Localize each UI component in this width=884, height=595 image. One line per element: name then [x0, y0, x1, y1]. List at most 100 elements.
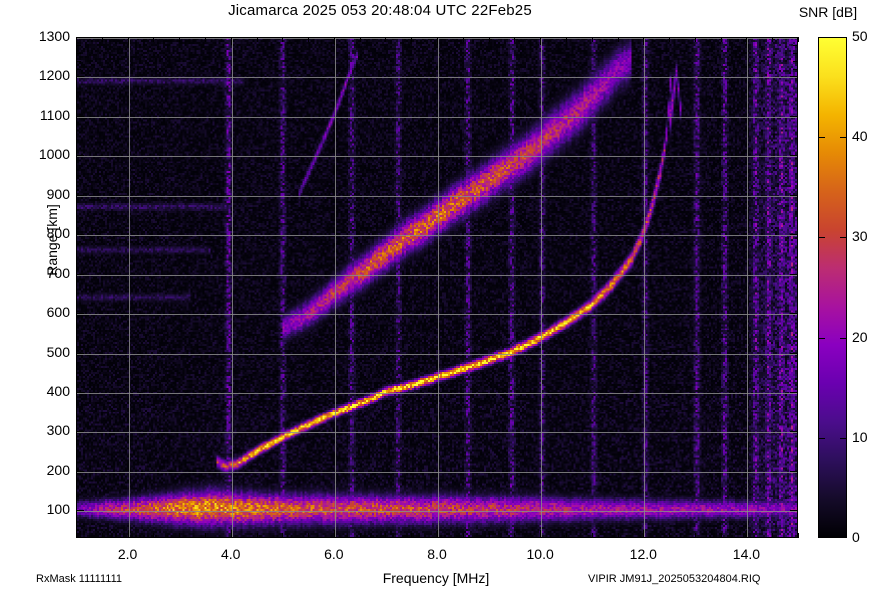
y-tick-label: 900 — [46, 185, 70, 202]
ytick-major — [76, 470, 84, 472]
ytick-major-right — [790, 470, 798, 472]
x-tick-label: 8.0 — [427, 546, 447, 562]
xtick-minor-top — [669, 37, 671, 42]
xtick-major-top — [643, 37, 645, 45]
xtick-minor-top — [720, 37, 722, 42]
xtick-major-top — [437, 37, 438, 45]
y-tick-label: 1300 — [38, 28, 70, 44]
xtick-minor-top — [153, 37, 155, 42]
x-tick-label: 2.0 — [117, 546, 138, 562]
xtick-minor — [385, 533, 387, 538]
ytick-major — [76, 194, 84, 196]
xtick-minor-top — [101, 37, 103, 42]
xtick-minor — [488, 533, 490, 538]
xtick-major-top — [333, 37, 335, 45]
xtick-minor-top — [514, 37, 516, 42]
xtick-minor — [591, 533, 593, 538]
ytick-minor — [76, 60, 81, 62]
y-tick-label: 1200 — [38, 67, 70, 84]
colorbar-tick-label: 10 — [852, 428, 868, 445]
xtick-minor — [308, 533, 310, 538]
xtick-major — [437, 530, 438, 538]
ionogram-plot-area[interactable] — [76, 37, 798, 538]
xtick-minor-top — [76, 37, 77, 42]
y-tick-label: 700 — [46, 264, 70, 281]
colorbar-tick-label: 0 — [852, 529, 860, 545]
xtick-minor — [514, 533, 516, 538]
xtick-major-top — [127, 37, 129, 45]
ytick-minor — [76, 37, 81, 38]
y-tick-label: 1000 — [38, 146, 70, 163]
xtick-major-top — [540, 37, 542, 45]
ytick-major — [76, 155, 84, 157]
xtick-major-top — [746, 37, 748, 45]
ytick-major — [76, 510, 84, 512]
colorbar-tick-label: 20 — [852, 328, 868, 345]
xtick-minor-top — [179, 37, 181, 42]
xtick-major — [643, 530, 645, 538]
colorbar[interactable] — [818, 37, 847, 538]
xtick-minor — [772, 533, 774, 538]
y-tick-label: 300 — [46, 422, 70, 439]
xtick-minor-top — [772, 37, 774, 42]
xtick-minor — [720, 533, 722, 538]
xtick-minor — [282, 533, 284, 538]
xtick-minor — [411, 533, 413, 538]
ytick-major — [76, 273, 84, 275]
colorbar-tick-label: 30 — [852, 228, 868, 245]
xtick-major — [746, 530, 748, 538]
y-tick-label: 800 — [46, 225, 70, 242]
x-tick-label: 4.0 — [220, 546, 241, 562]
xtick-minor — [101, 533, 103, 538]
xtick-minor — [462, 533, 464, 538]
ytick-major — [76, 392, 84, 394]
xtick-major — [540, 530, 542, 538]
ytick-major-right — [790, 115, 798, 117]
xtick-minor-top — [359, 37, 361, 42]
xtick-minor — [798, 533, 799, 538]
xtick-major — [333, 530, 335, 538]
y-tick-label: 1100 — [39, 106, 70, 123]
ytick-minor-right — [793, 44, 798, 46]
ytick-major-right — [790, 273, 798, 275]
xtick-minor — [694, 533, 696, 538]
y-tick-label: 500 — [46, 343, 70, 360]
xtick-minor-top — [256, 37, 258, 42]
ytick-major-right — [790, 352, 798, 354]
xtick-minor-top — [411, 37, 413, 42]
ytick-minor — [76, 76, 81, 78]
xtick-minor-top — [462, 37, 464, 42]
ytick-minor-right — [793, 76, 798, 78]
xtick-minor-top — [591, 37, 593, 42]
x-tick-label: 6.0 — [324, 546, 344, 562]
ionogram-heatmap — [77, 38, 797, 537]
xtick-minor-top — [798, 37, 799, 42]
xtick-minor — [204, 533, 206, 538]
y-tick-label: 100 — [46, 501, 70, 518]
xtick-minor — [617, 533, 619, 538]
xtick-minor-top — [308, 37, 310, 42]
y-tick-label: 400 — [46, 383, 70, 400]
xtick-minor-top — [385, 37, 387, 42]
xtick-minor-top — [565, 37, 567, 42]
ytick-minor-right — [793, 68, 798, 70]
x-tick-label: 12.0 — [629, 546, 657, 562]
xtick-minor — [359, 533, 361, 538]
xtick-minor — [565, 533, 567, 538]
ytick-major — [76, 431, 84, 433]
ytick-major-right — [790, 194, 798, 196]
ytick-major-right — [790, 510, 798, 512]
ytick-minor-right — [793, 37, 798, 38]
y-tick-label: 600 — [46, 304, 70, 321]
x-tick-label: 10.0 — [526, 546, 554, 562]
ytick-major-right — [790, 313, 798, 315]
ytick-minor — [76, 52, 81, 54]
colorbar-tick-label: 40 — [852, 128, 868, 145]
ytick-major — [76, 115, 84, 117]
xtick-minor-top — [694, 37, 696, 42]
xtick-major — [127, 530, 129, 538]
x-axis-label: Frequency [MHz] — [382, 570, 490, 586]
xtick-minor — [179, 533, 181, 538]
ytick-major-right — [790, 234, 798, 236]
